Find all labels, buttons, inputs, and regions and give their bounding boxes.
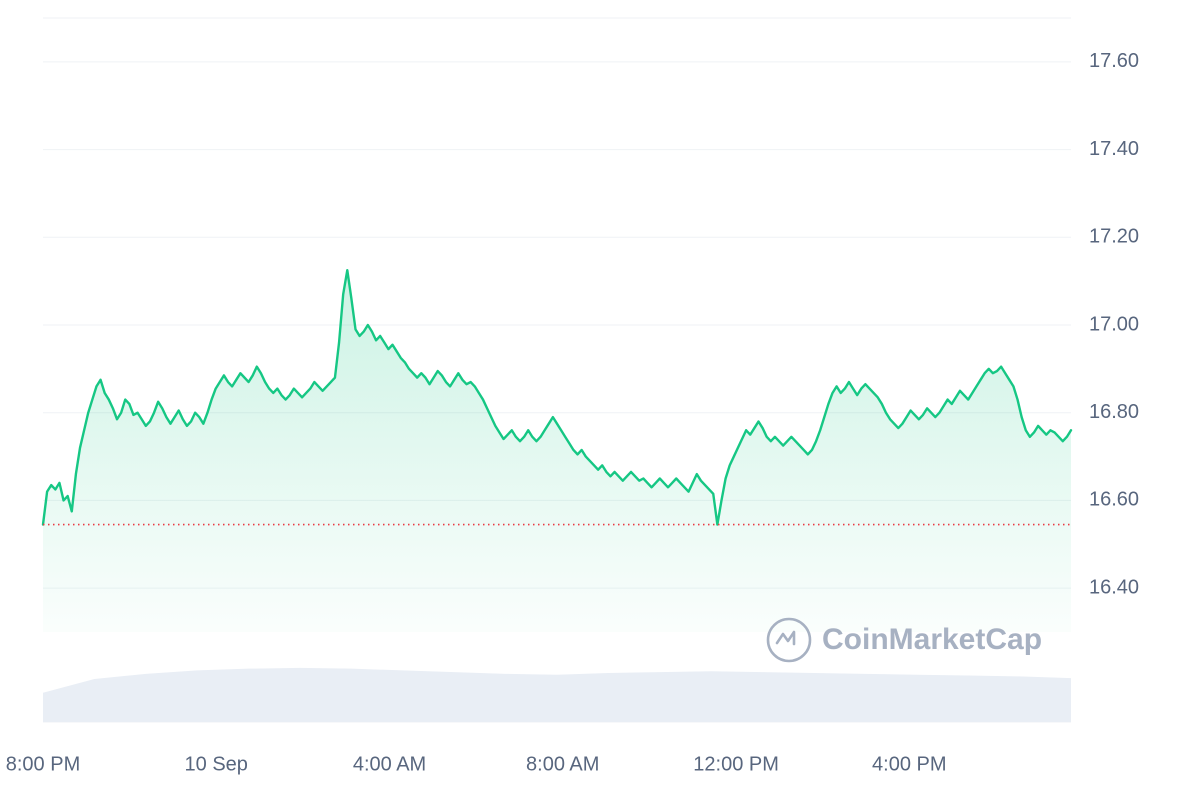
x-tick-label: 8:00 PM <box>6 754 80 776</box>
y-axis-labels: 16.40 16.60 16.80 17.00 17.20 17.40 17.60 <box>1089 50 1139 598</box>
y-tick-label: 17.40 <box>1089 138 1139 160</box>
x-tick-label: 10 Sep <box>185 754 248 776</box>
x-tick-label: 4:00 PM <box>872 754 946 776</box>
price-area-fill <box>43 270 1071 632</box>
y-tick-label: 17.00 <box>1089 313 1139 335</box>
x-tick-label: 4:00 AM <box>353 754 426 776</box>
y-tick-label: 16.60 <box>1089 489 1139 511</box>
coinmarketcap-logo-icon <box>766 617 812 663</box>
volume-area <box>43 667 1071 722</box>
x-axis-labels: 8:00 PM 10 Sep 4:00 AM 8:00 AM 12:00 PM 4:00 … <box>6 754 947 776</box>
y-tick-label: 16.80 <box>1089 401 1139 423</box>
y-tick-label: 17.20 <box>1089 226 1139 248</box>
price-line <box>41 268 1073 526</box>
y-tick-label: 16.40 <box>1089 576 1139 598</box>
watermark: CoinMarketCap <box>766 617 1042 663</box>
x-tick-label: 8:00 AM <box>526 754 599 776</box>
watermark-label: CoinMarketCap <box>822 623 1042 656</box>
coinmarketcap-logo-mark-icon <box>775 630 796 646</box>
x-tick-label: 12:00 PM <box>693 754 779 776</box>
y-tick-label: 17.60 <box>1089 50 1139 72</box>
